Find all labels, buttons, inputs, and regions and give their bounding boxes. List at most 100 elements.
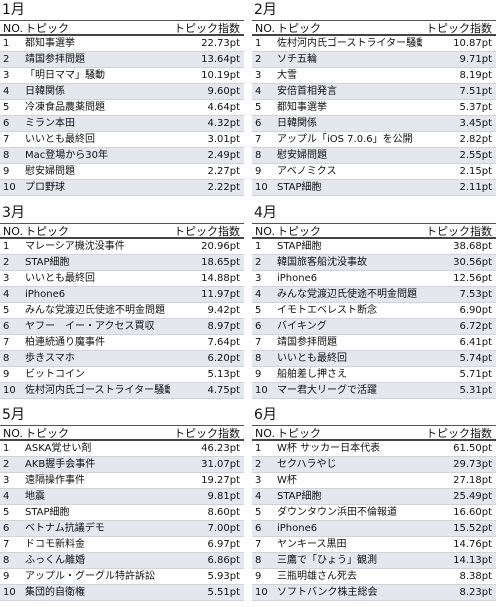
month-table: 5月 NO. トピック トピック指数 1 ASKA覚せい剤 46.23pt 2 AKB握手会事件… [0, 405, 244, 601]
topic: マー君大リーグで活躍 [277, 385, 377, 396]
table-row: 9 三瓶明雄さん死去 8.38pt [252, 569, 496, 585]
topic-index: 5.71pt [459, 369, 492, 380]
topic: STAP細胞 [277, 182, 322, 193]
topic: アップル・グーグル特許訴訟 [25, 571, 155, 582]
table-row: 7 ドコモ新料金 6.97pt [0, 537, 244, 553]
topic-index: 13.64pt [201, 54, 240, 65]
topic: STAP細胞 [277, 491, 322, 502]
topic-index: 5.93pt [207, 571, 240, 582]
header-index: トピック指数 [426, 225, 492, 238]
rank: 5 [3, 305, 10, 316]
rank: 10 [3, 182, 16, 193]
table-row: 6 ミラン本田 4.32pt [0, 116, 244, 132]
topic: イモトエベレスト断念 [277, 305, 377, 316]
table-row: 3 W杯 27.18pt [252, 473, 496, 489]
table-row: 10 マー君大リーグで活躍 5.31pt [252, 383, 496, 399]
topic-index: 61.50pt [453, 443, 492, 454]
topic-index: 10.19pt [201, 70, 240, 81]
topic-index: 9.81pt [207, 491, 240, 502]
topic: ミラン本田 [25, 118, 75, 129]
topic-index: 27.18pt [453, 475, 492, 486]
topic-index: 7.64pt [207, 337, 240, 348]
rank: 1 [3, 241, 10, 252]
rank: 10 [255, 385, 268, 396]
header-no: NO. [255, 22, 275, 35]
table-row: 6 ベトナム抗議デモ 7.00pt [0, 521, 244, 537]
rank: 7 [3, 539, 10, 550]
topic-index: 2.27pt [207, 166, 240, 177]
header-row: NO. トピック トピック指数 [0, 425, 244, 441]
topic: 都知事選挙 [25, 38, 75, 49]
rank: 5 [255, 305, 262, 316]
topic-index: 2.82pt [459, 134, 492, 145]
rank: 4 [255, 491, 262, 502]
topic: 地震 [25, 491, 45, 502]
table-row: 4 iPhone6 11.97pt [0, 287, 244, 303]
rank: 6 [3, 321, 10, 332]
topic-index: 30.56pt [453, 257, 492, 268]
topic-index: 14.13pt [453, 555, 492, 566]
topic: 船舶差し押さえ [277, 369, 347, 380]
topic: 集団的自衛権 [25, 587, 85, 598]
rank: 1 [3, 38, 10, 49]
table-row: 9 慰安婦問題 2.27pt [0, 164, 244, 180]
topic: iPhone6 [277, 523, 318, 534]
table-row: 6 iPhone6 15.52pt [252, 521, 496, 537]
table-row: 1 マレーシア機沈没事件 20.96pt [0, 239, 244, 255]
topic: 都知事選挙 [277, 102, 327, 113]
rank: 5 [255, 102, 262, 113]
rank: 8 [3, 353, 10, 364]
rank: 2 [255, 459, 262, 470]
topic-index: 25.49pt [453, 491, 492, 502]
table-row: 6 バイキング 6.72pt [252, 319, 496, 335]
topic-index: 3.45pt [459, 118, 492, 129]
table-row: 9 船舶差し押さえ 5.71pt [252, 367, 496, 383]
topic: STAP細胞 [25, 507, 70, 518]
topic-index: 2.22pt [207, 182, 240, 193]
topic-index: 6.20pt [207, 353, 240, 364]
topic: いいとも最終回 [277, 353, 347, 364]
table-row: 1 STAP細胞 38.68pt [252, 239, 496, 255]
table-row: 10 ソフトバンク株主総会 8.23pt [252, 585, 496, 601]
topic-index: 5.13pt [207, 369, 240, 380]
topic: 佐村河内氏ゴーストライター騒動 [277, 38, 422, 49]
rank: 7 [255, 337, 262, 348]
topic: iPhone6 [25, 289, 66, 300]
month-table: 2月 NO. トピック トピック指数 1 佐村河内氏ゴーストライター騒動 10.87pt 2 ソ… [252, 0, 496, 196]
topic-index: 2.49pt [207, 150, 240, 161]
topic-index: 7.53pt [459, 289, 492, 300]
topic-index: 18.65pt [201, 257, 240, 268]
table-row: 6 ヤフー イー・アクセス買収 8.97pt [0, 319, 244, 335]
topic-index: 7.51pt [459, 86, 492, 97]
month-title: 5月 [2, 407, 25, 423]
rank: 3 [255, 70, 262, 81]
topic-index: 8.23pt [459, 587, 492, 598]
rank: 7 [255, 134, 262, 145]
header-no: NO. [255, 427, 275, 440]
rank: 6 [3, 523, 10, 534]
topic-index: 5.37pt [459, 102, 492, 113]
topic-index: 16.60pt [453, 507, 492, 518]
topic-index: 4.75pt [207, 385, 240, 396]
topic-index: 6.72pt [459, 321, 492, 332]
rank: 5 [3, 507, 10, 518]
rank: 9 [255, 166, 262, 177]
rank: 4 [3, 491, 10, 502]
header-row: NO. トピック トピック指数 [0, 223, 244, 239]
topic-index: 5.31pt [459, 385, 492, 396]
month-table: 3月 NO. トピック トピック指数 1 マレーシア機沈没事件 20.96pt 2 STAP細胞… [0, 203, 244, 399]
rank: 10 [3, 385, 16, 396]
topic: 冷凍食品農薬問題 [25, 102, 105, 113]
topic-index: 2.15pt [459, 166, 492, 177]
rank: 1 [255, 241, 262, 252]
table-row: 8 Mac登場から30年 2.49pt [0, 148, 244, 164]
topic: セクハラやじ [277, 459, 337, 470]
header-no: NO. [255, 225, 275, 238]
topic-index: 9.60pt [207, 86, 240, 97]
rank: 9 [255, 369, 262, 380]
topic-index: 6.41pt [459, 337, 492, 348]
table-row: 7 柏連続通り魔事件 7.64pt [0, 335, 244, 351]
topic: STAP細胞 [25, 257, 70, 268]
topic-index: 9.42pt [207, 305, 240, 316]
header-topic: トピック [25, 225, 69, 237]
